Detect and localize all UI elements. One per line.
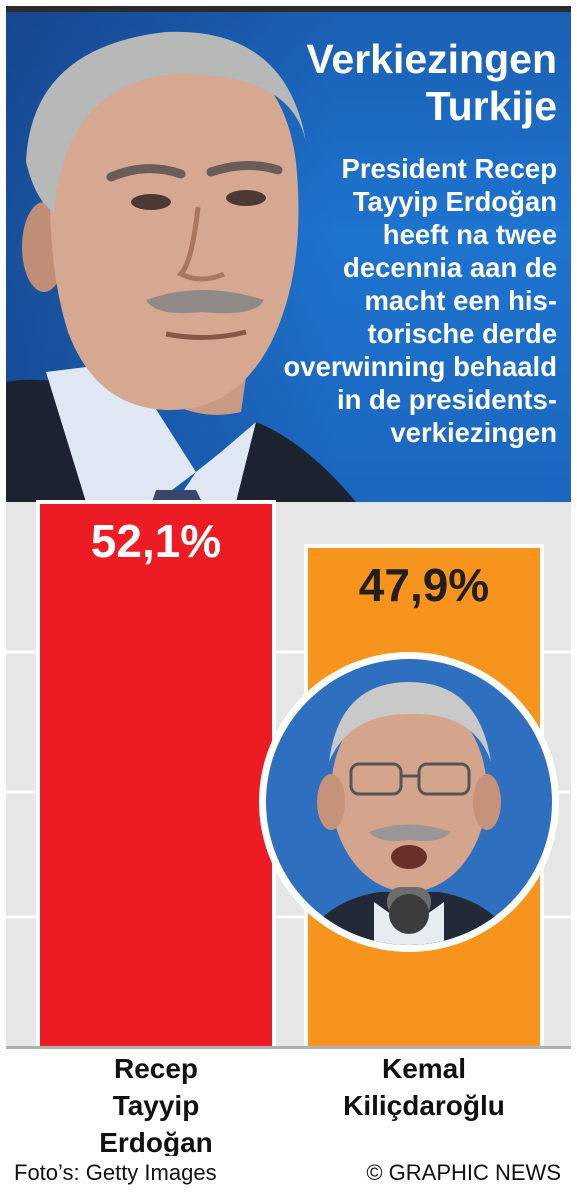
title-line: Turkije [425, 83, 557, 129]
subtitle-line: macht een his- [364, 285, 557, 316]
category-label-line: Kiliçdaroğlu [343, 1090, 505, 1121]
top-rule [6, 6, 571, 12]
subtitle-line: overwinning behaald [283, 351, 557, 382]
category-label-line: Recep [113, 1053, 199, 1084]
photo-credit: Foto’s: Getty Images [14, 1160, 217, 1185]
category-label-kilicdaroglu: Kemal Kiliçdaroğlu [304, 1050, 544, 1124]
page-title: Verkiezingen Turkije [257, 36, 557, 130]
infographic: Verkiezingen Turkije President Recep Tay… [6, 6, 571, 1156]
header-photo: Verkiezingen Turkije President Recep Tay… [6, 12, 571, 502]
bar-chart: 52,1% 47,9% [6, 500, 571, 1047]
title-line: Verkiezingen [306, 36, 557, 82]
footer: Foto’s: Getty Images © GRAPHIC NEWS [0, 1160, 577, 1190]
category-label-erdogan: Recep Tayyip Erdoğan [36, 1050, 276, 1156]
category-label-line: Erdoğan [99, 1127, 213, 1156]
subtitle-line: Tayyip Erdoğan [352, 186, 557, 217]
bar-0 [36, 500, 276, 1046]
kilicdaroglu-portrait-icon [259, 652, 559, 952]
bar-value-label: 47,9% [358, 559, 490, 611]
category-label-line: Tayyip [112, 1090, 200, 1121]
subtitle-line: heeft na twee [382, 219, 557, 250]
source-credit: © GRAPHIC NEWS [366, 1160, 561, 1185]
subtitle-line: verkiezingen [390, 417, 557, 448]
subtitle-line: President Recep [341, 153, 557, 184]
subtitle-line: in de presidents- [336, 384, 557, 415]
erdogan-portrait-icon [6, 31, 356, 502]
bar-value-label: 52,1% [90, 515, 222, 567]
category-label-line: Kemal [381, 1053, 467, 1084]
page-subtitle: President Recep Tayyip Erdoğan heeft na … [217, 152, 557, 449]
subtitle-line: decennia aan de [343, 252, 557, 283]
subtitle-line: torische derde [367, 318, 557, 349]
chart-baseline [6, 1046, 571, 1049]
